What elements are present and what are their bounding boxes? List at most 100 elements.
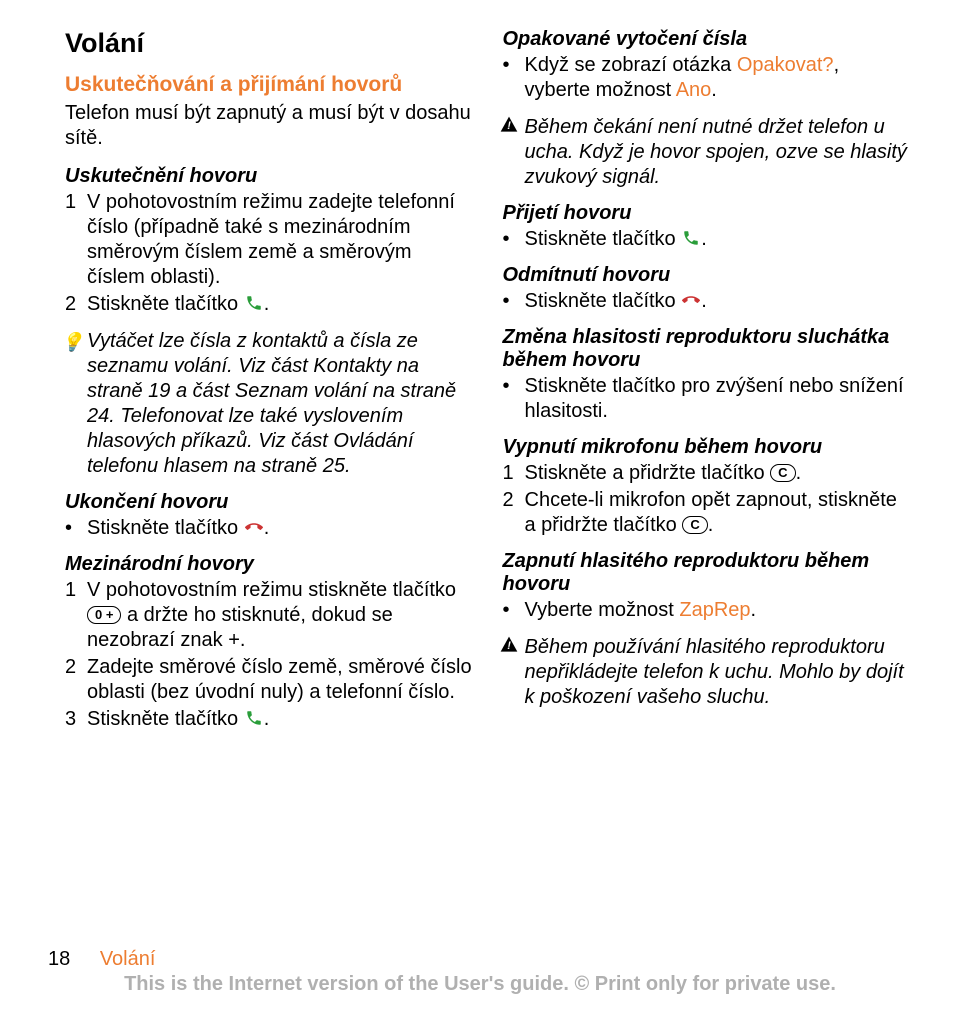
warning-text: Během používání hlasitého reproduktoru n…	[525, 636, 904, 708]
subheading-international: Mezinárodní hovory	[65, 553, 473, 576]
text-fragment: .	[701, 290, 707, 312]
text-fragment: .	[796, 462, 802, 484]
list-number: 1	[65, 190, 87, 290]
subheading-redial: Opakované vytočení čísla	[503, 28, 911, 51]
list-item: 1 Stiskněte a přidržte tlačítko C.	[503, 461, 911, 486]
link-text: ZapRep	[679, 599, 750, 621]
note-text: Vytáčet lze čísla z kontaktů a čísla ze …	[87, 330, 456, 477]
key-icon: 0 +	[87, 606, 121, 624]
footer-section-name: Volání	[100, 948, 156, 970]
footer-line-1: 18 Volání	[48, 948, 912, 971]
bullet-text: Stiskněte tlačítko pro zvýšení nebo sníž…	[525, 374, 911, 424]
subheading-volume: Změna hlasitosti reproduktoru sluchátka …	[503, 326, 911, 372]
link-text: Ano	[676, 79, 712, 101]
text-fragment: .	[264, 708, 270, 730]
text-fragment: Stiskněte tlačítko	[87, 517, 244, 539]
text-fragment: Stiskněte tlačítko	[87, 293, 244, 315]
bullet-item: • Stiskněte tlačítko .	[503, 227, 911, 252]
warning-note: ! Během používání hlasitého reproduktoru…	[503, 635, 911, 710]
bullet-marker: •	[503, 374, 525, 424]
warning-icon: !	[499, 635, 519, 662]
text-fragment: V pohotovostním režimu stiskněte tlačítk…	[87, 579, 456, 601]
right-column: Opakované vytočení čísla • Když se zobra…	[503, 28, 911, 744]
link-text: Opakovat?	[737, 54, 834, 76]
text-fragment: .	[264, 517, 270, 539]
list-text: Chcete-li mikrofon opět zapnout, stiskně…	[525, 488, 911, 538]
page-number: 18	[48, 948, 70, 970]
list-number: 2	[65, 292, 87, 317]
list-text: V pohotovostním režimu zadejte telefonní…	[87, 190, 473, 290]
warning-note: ! Během čekání není nutné držet telefon …	[503, 115, 911, 190]
end-call-icon	[244, 518, 264, 536]
subheading-speaker: Zapnutí hlasitého reproduktoru během hov…	[503, 550, 911, 596]
numbered-list: 1 Stiskněte a přidržte tlačítko C. 2 Chc…	[503, 461, 911, 538]
text-fragment: Když se zobrazí otázka	[525, 54, 737, 76]
numbered-list: 1 V pohotovostním režimu stiskněte tlačí…	[65, 578, 473, 732]
lightbulb-icon: 💡	[61, 331, 83, 354]
text-fragment: .	[711, 79, 717, 101]
text-fragment: Stiskněte a přidržte tlačítko	[525, 462, 771, 484]
bullet-item: • Stiskněte tlačítko .	[65, 516, 473, 541]
text-fragment: .	[701, 228, 707, 250]
text-fragment: .	[264, 293, 270, 315]
list-number: 2	[503, 488, 525, 538]
bullet-marker: •	[503, 227, 525, 252]
list-item: 2 Stiskněte tlačítko .	[65, 292, 473, 317]
bullet-marker: •	[503, 53, 525, 103]
list-number: 1	[503, 461, 525, 486]
subheading-make-call: Uskutečnění hovoru	[65, 165, 473, 188]
bullet-marker: •	[503, 598, 525, 623]
list-number: 3	[65, 707, 87, 732]
key-icon: C	[770, 464, 795, 482]
warning-icon: !	[499, 115, 519, 142]
text-fragment: .	[751, 599, 757, 621]
svg-text:!: !	[507, 120, 511, 132]
text-fragment: .	[708, 514, 714, 536]
call-icon	[244, 294, 264, 312]
list-text: Stiskněte tlačítko .	[87, 292, 473, 317]
bullet-text: Stiskněte tlačítko .	[525, 289, 911, 314]
intro-text: Telefon musí být zapnutý a musí být v do…	[65, 101, 473, 151]
text-fragment: Vyberte možnost	[525, 599, 680, 621]
list-text: Stiskněte tlačítko .	[87, 707, 473, 732]
page: Volání Uskutečňování a přijímání hovorů …	[0, 0, 960, 744]
list-text: V pohotovostním režimu stiskněte tlačítk…	[87, 578, 473, 653]
bullet-item: • Stiskněte tlačítko .	[503, 289, 911, 314]
subheading-mute: Vypnutí mikrofonu během hovoru	[503, 436, 911, 459]
bullet-item: • Stiskněte tlačítko pro zvýšení nebo sn…	[503, 374, 911, 424]
footer-disclaimer: This is the Internet version of the User…	[48, 973, 912, 996]
page-footer: 18 Volání This is the Internet version o…	[48, 948, 912, 996]
list-item: 2 Zadejte směrové číslo země, směrové čí…	[65, 655, 473, 705]
bullet-text: Stiskněte tlačítko .	[87, 516, 473, 541]
end-call-icon	[681, 291, 701, 309]
subheading-end-call: Ukončení hovoru	[65, 491, 473, 514]
content-columns: Volání Uskutečňování a přijímání hovorů …	[65, 28, 910, 744]
list-text: Zadejte směrové číslo země, směrové čísl…	[87, 655, 473, 705]
list-number: 2	[65, 655, 87, 705]
list-item: 3 Stiskněte tlačítko .	[65, 707, 473, 732]
list-item: 2 Chcete-li mikrofon opět zapnout, stisk…	[503, 488, 911, 538]
text-fragment: Stiskněte tlačítko	[87, 708, 244, 730]
text-fragment: Stiskněte tlačítko	[525, 228, 682, 250]
bullet-item: • Vyberte možnost ZapRep.	[503, 598, 911, 623]
list-item: 1 V pohotovostním režimu stiskněte tlačí…	[65, 578, 473, 653]
list-text: Stiskněte a přidržte tlačítko C.	[525, 461, 911, 486]
bullet-marker: •	[65, 516, 87, 541]
section-heading: Uskutečňování a přijímání hovorů	[65, 73, 473, 97]
list-item: 1 V pohotovostním režimu zadejte telefon…	[65, 190, 473, 290]
bullet-text: Když se zobrazí otázka Opakovat?, vybert…	[525, 53, 911, 103]
call-icon	[244, 709, 264, 727]
tip-note: 💡 Vytáčet lze čísla z kontaktů a čísla z…	[65, 329, 473, 479]
call-icon	[681, 229, 701, 247]
bullet-marker: •	[503, 289, 525, 314]
svg-text:!: !	[507, 640, 511, 652]
subheading-accept-call: Přijetí hovoru	[503, 202, 911, 225]
subheading-reject-call: Odmítnutí hovoru	[503, 264, 911, 287]
text-fragment: Stiskněte tlačítko	[525, 290, 682, 312]
page-title: Volání	[65, 28, 473, 59]
bullet-text: Vyberte možnost ZapRep.	[525, 598, 911, 623]
text-fragment: a držte ho stisknuté, dokud se nezobrazí…	[87, 604, 393, 651]
warning-text: Během čekání není nutné držet telefon u …	[525, 116, 907, 188]
bullet-item: • Když se zobrazí otázka Opakovat?, vybe…	[503, 53, 911, 103]
left-column: Volání Uskutečňování a přijímání hovorů …	[65, 28, 473, 744]
